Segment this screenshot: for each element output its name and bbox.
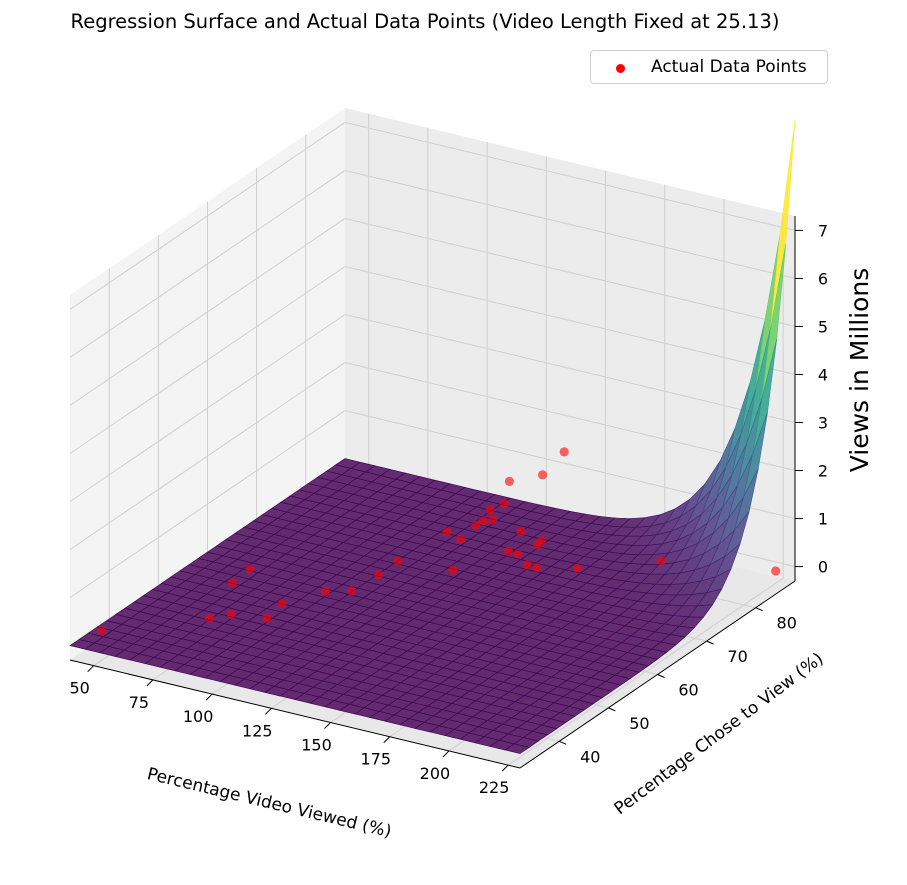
data-point <box>448 565 458 575</box>
data-point <box>537 536 547 546</box>
data-point <box>771 566 781 576</box>
left-grid-z <box>69 314 346 502</box>
y-tick-label: 70 <box>727 647 747 666</box>
x-tick <box>383 736 391 744</box>
x-tick-label: 100 <box>183 707 214 726</box>
x-tick-label: 175 <box>360 750 391 769</box>
y-tick <box>608 707 616 712</box>
data-point <box>538 470 548 480</box>
back-grid-z <box>344 217 796 327</box>
data-point <box>572 563 582 573</box>
data-point <box>532 562 542 573</box>
z-tick-label: 2 <box>818 462 828 481</box>
data-point <box>487 515 498 525</box>
data-point <box>262 613 272 623</box>
left-grid-z <box>69 266 346 454</box>
x-tick <box>205 693 213 701</box>
z-tick-label: 0 <box>818 558 828 577</box>
z-tick-label: 6 <box>818 269 828 288</box>
data-point <box>245 564 255 574</box>
data-point <box>442 527 452 537</box>
left-grid-z <box>69 170 346 358</box>
data-point <box>503 546 513 557</box>
y-tick-label: 60 <box>678 681 698 700</box>
x-tick <box>442 750 450 758</box>
y-tick <box>755 607 763 612</box>
data-point <box>226 609 236 619</box>
x-tick-label: 125 <box>242 721 273 740</box>
legend: Actual Data Points <box>590 50 828 84</box>
x-tick <box>324 722 331 729</box>
data-point <box>393 556 403 566</box>
chart-title: Regression Surface and Actual Data Point… <box>70 10 780 33</box>
y-tick-label: 40 <box>580 747 600 766</box>
z-tick-label: 4 <box>818 365 828 384</box>
y-tick-label: 50 <box>629 714 649 733</box>
x-tick-label: 75 <box>129 693 149 712</box>
back-grid-z <box>344 169 796 279</box>
data-point <box>656 556 666 566</box>
data-point <box>516 527 526 537</box>
back-grid-z <box>344 362 796 472</box>
left-grid-z <box>69 121 346 310</box>
back-grid-z <box>344 121 796 231</box>
x-tick <box>87 665 95 673</box>
data-point <box>347 586 357 596</box>
data-point <box>205 613 215 623</box>
y-tick <box>559 740 567 745</box>
data-point <box>504 476 514 486</box>
y-tick <box>657 674 665 678</box>
x-tick-label: 200 <box>420 764 451 783</box>
x-tick-label: 50 <box>70 679 90 698</box>
back-pane <box>345 108 795 581</box>
x-tick <box>146 679 154 687</box>
x-tick <box>264 707 272 715</box>
data-point <box>559 447 569 457</box>
data-point <box>471 520 481 530</box>
data-point <box>513 549 523 559</box>
data-point <box>499 499 509 509</box>
surface-cell <box>504 743 530 754</box>
z-tick-label: 3 <box>818 414 828 433</box>
data-point <box>277 599 287 609</box>
z-axis-label: Views in Millions <box>845 268 874 473</box>
left-grid-z <box>69 362 346 550</box>
x-tick-label: 225 <box>479 778 510 797</box>
data-point <box>456 534 466 545</box>
back-grid-z <box>344 314 796 423</box>
data-point <box>485 505 495 515</box>
legend-label: Actual Data Points <box>651 57 807 77</box>
back-grid-z <box>344 266 796 375</box>
y-tick-label: 80 <box>777 614 797 633</box>
x-axis-line <box>69 659 521 769</box>
data-point <box>478 516 488 526</box>
left-grid-z <box>69 218 346 406</box>
x-tick-label: 150 <box>301 736 332 755</box>
data-point <box>522 560 532 570</box>
data-point <box>373 570 384 580</box>
data-point <box>320 586 330 597</box>
regression-surface <box>69 120 796 754</box>
z-tick-label: 7 <box>818 221 828 240</box>
x-axis-label: Percentage Video Viewed (%) <box>145 764 393 842</box>
legend-marker <box>616 64 625 73</box>
z-tick-label: 1 <box>818 510 828 529</box>
left-grid-z <box>69 410 346 598</box>
z-tick-label: 5 <box>818 317 828 336</box>
data-point <box>97 626 107 636</box>
y-tick <box>706 640 714 645</box>
scatter-points <box>97 447 781 636</box>
data-point <box>227 578 238 588</box>
x-tick <box>501 764 509 772</box>
